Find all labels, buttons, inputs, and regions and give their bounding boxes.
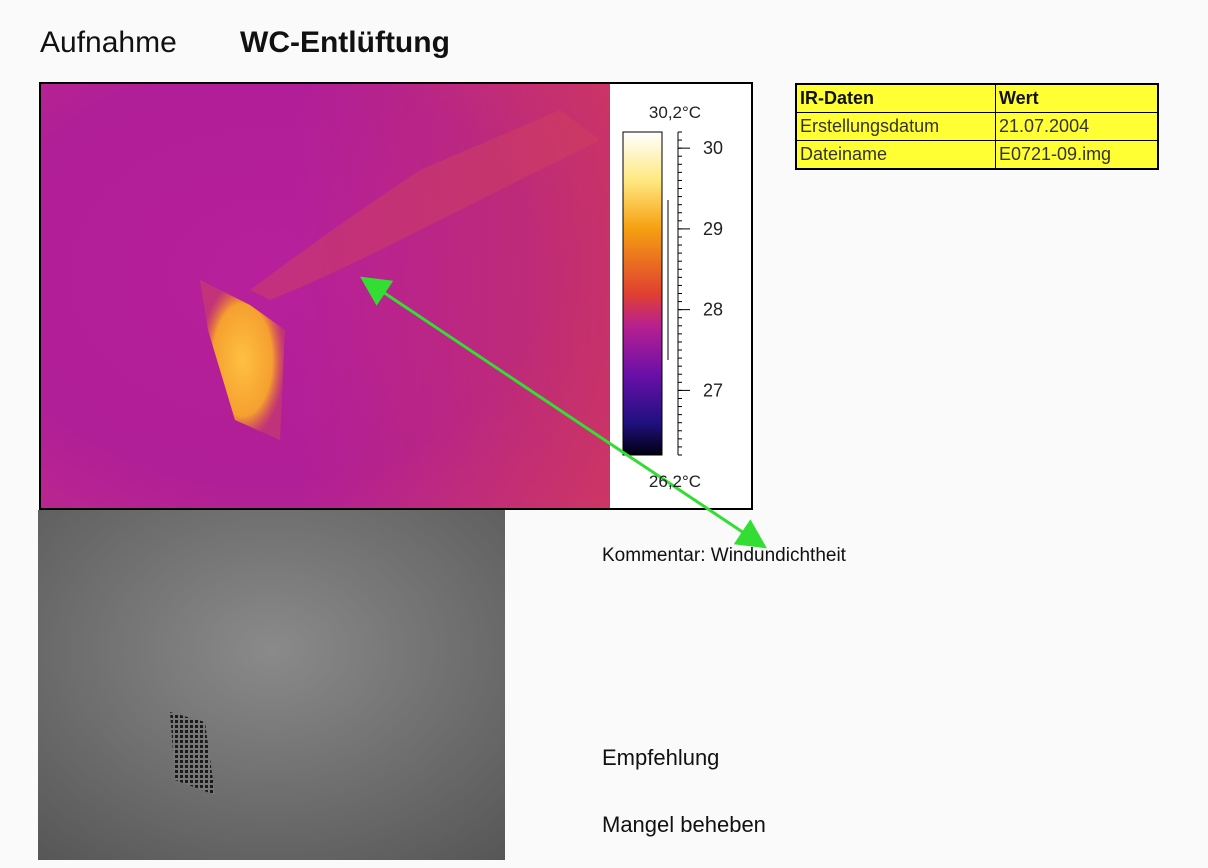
recommendation-text: Mangel beheben	[602, 812, 766, 838]
scale-max-label: 30,2°C	[649, 103, 701, 122]
recommendation-heading: Empfehlung	[602, 745, 719, 771]
title-prefix: Aufnahme	[40, 26, 177, 59]
photo	[38, 510, 505, 860]
scale-tick-label: 29	[703, 219, 723, 239]
page: Aufnahme WC-Entlüftung 30,2°C 26,2°C 30 29 2…	[0, 0, 1208, 868]
title: WC-Entlüftung	[240, 26, 450, 59]
table-cell: Dateiname	[796, 141, 996, 170]
table-cell: E0721-09.img	[996, 141, 1159, 170]
comment: Kommentar: Windundichtheit	[602, 545, 846, 567]
table-header: Wert	[996, 84, 1159, 113]
table-cell: 21.07.2004	[996, 113, 1159, 141]
color-bar	[623, 132, 662, 455]
scale-tick-label: 27	[703, 380, 723, 400]
table-cell: Erstellungsdatum	[796, 113, 996, 141]
scale-tick-label: 28	[703, 300, 723, 320]
scale-tick-label: 30	[703, 138, 723, 158]
table-header: IR-Daten	[796, 84, 996, 113]
scale-min-label: 26,2°C	[649, 472, 701, 491]
